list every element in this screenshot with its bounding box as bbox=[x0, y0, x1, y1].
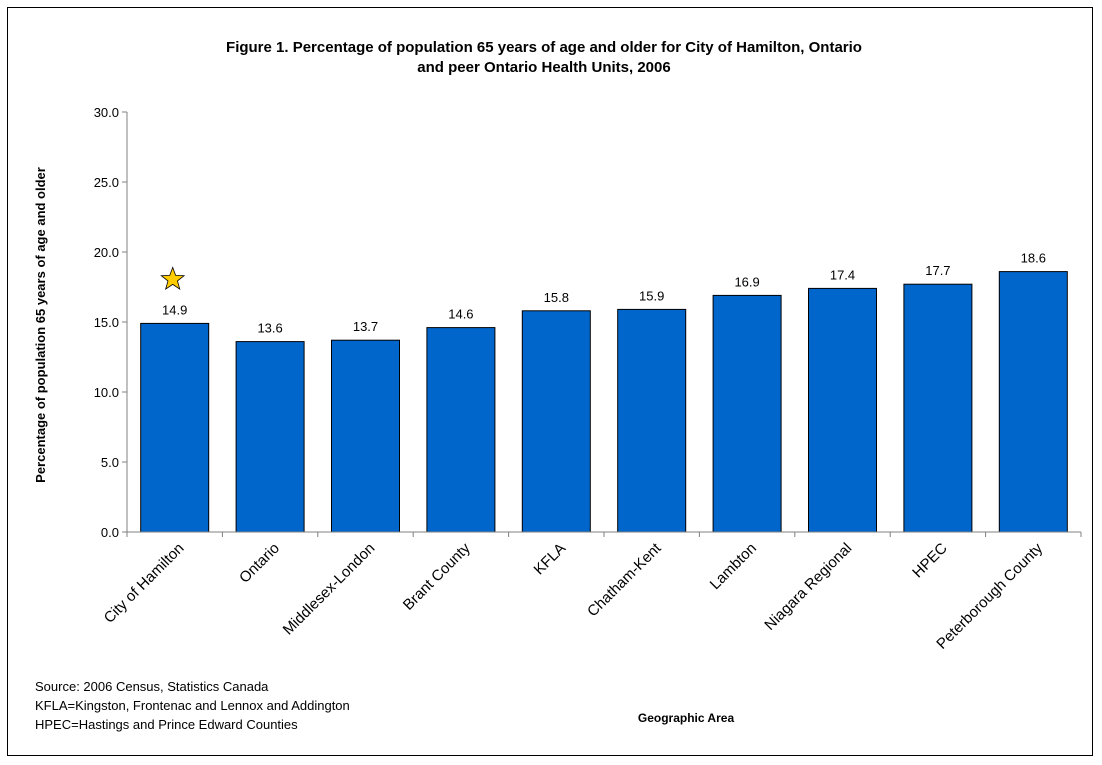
x-tick-label: Brant County bbox=[400, 539, 474, 613]
bar-chart: Figure 1. Percentage of population 65 ye… bbox=[33, 39, 1082, 732]
y-axis: 0.0 5.0 10.0 15.0 20.0 25.0 30.0 bbox=[94, 105, 128, 540]
bar bbox=[712, 294, 782, 533]
bar bbox=[331, 339, 400, 533]
data-label: 14.6 bbox=[448, 307, 473, 322]
hpec-note: HPEC=Hastings and Prince Edward Counties bbox=[35, 717, 298, 732]
x-tick-label: Niagara Regional bbox=[761, 540, 855, 634]
star-icon bbox=[160, 266, 186, 291]
y-tick-label: 0.0 bbox=[101, 525, 119, 540]
x-tick-label: Chatham-Kent bbox=[584, 539, 665, 620]
data-label: 15.8 bbox=[544, 290, 569, 305]
x-tick-label: Ontario bbox=[236, 540, 283, 587]
data-label: 13.7 bbox=[353, 319, 378, 334]
x-tick-label: HPEC bbox=[909, 540, 951, 582]
bar bbox=[140, 322, 210, 533]
bar bbox=[998, 271, 1068, 533]
x-axis-label: Geographic Area bbox=[638, 711, 735, 725]
bar bbox=[808, 287, 877, 533]
y-tick-label: 10.0 bbox=[94, 385, 119, 400]
y-tick-label: 20.0 bbox=[94, 245, 119, 260]
x-tick-label: Middlesex-London bbox=[280, 540, 379, 639]
bar bbox=[235, 341, 305, 533]
source-note: Source: 2006 Census, Statistics Canada bbox=[35, 679, 269, 694]
x-tick-label: City of Hamilton bbox=[101, 540, 188, 627]
y-tick-label: 5.0 bbox=[101, 455, 119, 470]
chart-frame: Figure 1. Percentage of population 65 ye… bbox=[7, 7, 1093, 756]
bar bbox=[617, 308, 687, 533]
data-label: 15.9 bbox=[639, 288, 664, 303]
y-tick-label: 30.0 bbox=[94, 105, 119, 120]
x-tick-label: Peterborough County bbox=[933, 539, 1046, 652]
bar bbox=[903, 283, 973, 533]
data-label: 18.6 bbox=[1021, 251, 1046, 266]
data-label: 17.4 bbox=[830, 267, 855, 282]
y-axis-label: Percentage of population 65 years of age… bbox=[33, 167, 48, 483]
y-tick-label: 25.0 bbox=[94, 175, 119, 190]
chart-title: Figure 1. Percentage of population 65 ye… bbox=[226, 39, 862, 56]
bars-group: 14.9 13.6 13.7 14.6 15.8 15.9 16.9 17.4 17.7 18.6 bbox=[140, 251, 1068, 533]
x-tick-label: Lambton bbox=[707, 540, 760, 593]
data-label: 17.7 bbox=[925, 263, 950, 278]
bar bbox=[426, 327, 496, 533]
y-tick-label: 15.0 bbox=[94, 315, 119, 330]
data-label: 13.6 bbox=[257, 321, 282, 336]
chart-title-line2: and peer Ontario Health Units, 2006 bbox=[417, 59, 670, 76]
kfla-note: KFLA=Kingston, Frontenac and Lennox and … bbox=[35, 698, 350, 713]
data-label: 16.9 bbox=[734, 274, 759, 289]
data-label: 14.9 bbox=[162, 302, 187, 317]
x-tick-label: KFLA bbox=[531, 540, 570, 579]
bar bbox=[521, 310, 591, 533]
